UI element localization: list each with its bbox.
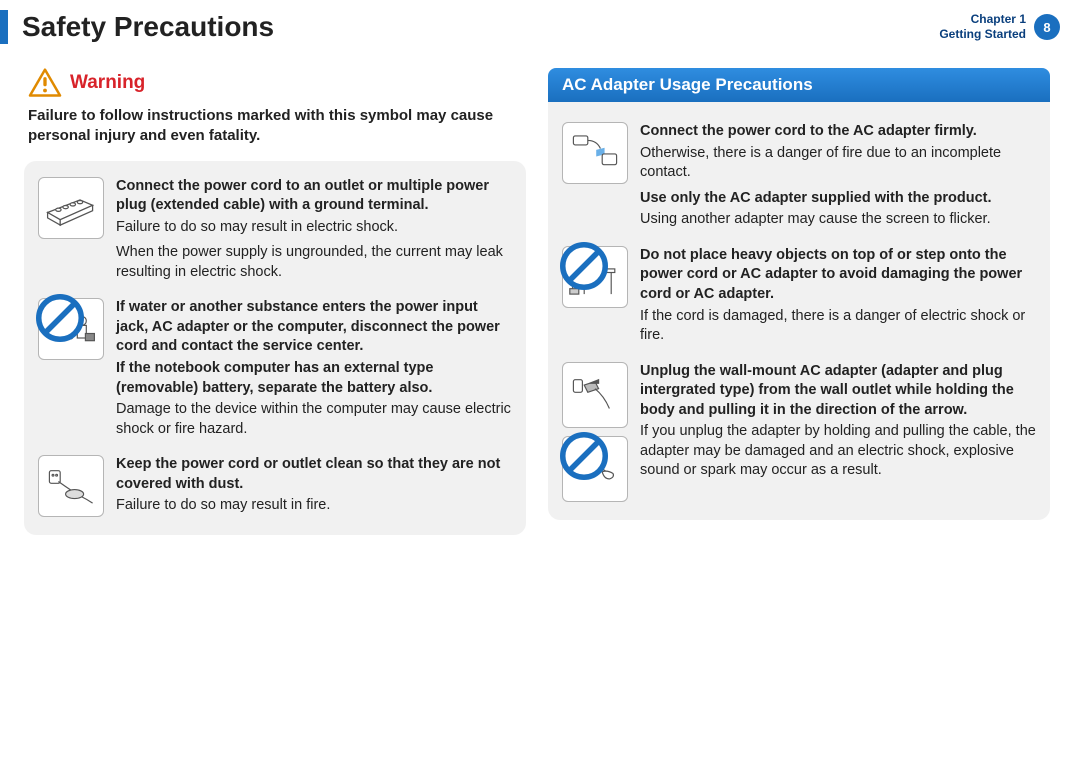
title-accent-bar	[0, 10, 8, 44]
precaution-item: Do not place heavy objects on top of or …	[562, 246, 1036, 346]
unplug-adapter-icon-group	[562, 362, 628, 502]
precaution-para: Failure to do so may result in fire.	[116, 496, 512, 516]
precaution-para: Using another adapter may cause the scre…	[640, 210, 1036, 230]
precaution-heading: Do not place heavy objects on top of or …	[640, 246, 1036, 305]
prohibit-icon	[33, 293, 87, 343]
prohibit-icon	[557, 241, 611, 291]
title-wrap: Safety Precautions	[0, 10, 274, 44]
warning-triangle-icon	[28, 68, 62, 98]
chapter-line2: Getting Started	[939, 27, 1026, 42]
precaution-para: If the cord is damaged, there is a dange…	[640, 307, 1036, 346]
precaution-para: Failure to do so may result in electric …	[116, 218, 512, 238]
left-column: Warning Failure to follow instructions m…	[24, 68, 526, 535]
precaution-item: Connect the power cord to an outlet or m…	[38, 177, 512, 283]
precaution-para: When the power supply is ungrounded, the…	[116, 243, 512, 282]
precaution-heading: Keep the power cord or outlet clean so t…	[116, 455, 512, 494]
water-spill-icon	[38, 298, 104, 360]
right-panel: Connect the power cord to the AC adapter…	[548, 102, 1050, 520]
precaution-para: If you unplug the adapter by holding and…	[640, 422, 1036, 481]
precaution-heading: Unplug the wall-mount AC adapter (adapte…	[640, 362, 1036, 421]
adapter-connect-icon	[562, 122, 628, 184]
unplug-wrong-icon	[562, 436, 628, 502]
prohibit-icon	[557, 431, 611, 481]
warning-lead-text: Failure to follow instructions marked wi…	[24, 106, 526, 147]
page-number-badge: 8	[1034, 14, 1060, 40]
precaution-heading: If water or another substance enters the…	[116, 298, 512, 357]
precaution-heading-2: If the notebook computer has an external…	[116, 359, 512, 398]
chapter-line1: Chapter 1	[939, 12, 1026, 27]
page-title: Safety Precautions	[22, 11, 274, 43]
chapter-text: Chapter 1 Getting Started	[939, 12, 1026, 42]
power-strip-icon	[38, 177, 104, 239]
precaution-item: Connect the power cord to the AC adapter…	[562, 122, 1036, 230]
precaution-item: If water or another substance enters the…	[38, 298, 512, 439]
precaution-heading-2: Use only the AC adapter supplied with th…	[640, 189, 1036, 209]
precaution-body: Do not place heavy objects on top of or …	[640, 246, 1036, 346]
page-header: Safety Precautions Chapter 1 Getting Sta…	[0, 0, 1080, 44]
table-cord-icon	[562, 246, 628, 308]
precaution-item: Unplug the wall-mount AC adapter (adapte…	[562, 362, 1036, 502]
precaution-heading: Connect the power cord to the AC adapter…	[640, 122, 1036, 142]
content-columns: Warning Failure to follow instructions m…	[0, 44, 1080, 535]
left-panel: Connect the power cord to an outlet or m…	[24, 161, 526, 536]
precaution-heading: Connect the power cord to an outlet or m…	[116, 177, 512, 216]
precaution-body: Unplug the wall-mount AC adapter (adapte…	[640, 362, 1036, 502]
dusty-cord-icon	[38, 455, 104, 517]
precaution-body: If water or another substance enters the…	[116, 298, 512, 439]
precaution-item: Keep the power cord or outlet clean so t…	[38, 455, 512, 517]
warning-label: Warning	[70, 72, 145, 94]
precaution-para: Otherwise, there is a danger of fire due…	[640, 144, 1036, 183]
warning-heading: Warning	[24, 68, 526, 98]
precaution-body: Connect the power cord to the AC adapter…	[640, 122, 1036, 230]
precaution-body: Keep the power cord or outlet clean so t…	[116, 455, 512, 517]
unplug-correct-icon	[562, 362, 628, 428]
precaution-para: Damage to the device within the computer…	[116, 400, 512, 439]
chapter-box: Chapter 1 Getting Started 8	[939, 12, 1060, 42]
section-title-tab: AC Adapter Usage Precautions	[548, 68, 1050, 102]
precaution-body: Connect the power cord to an outlet or m…	[116, 177, 512, 283]
right-column: AC Adapter Usage Precautions Connect the…	[548, 68, 1050, 535]
